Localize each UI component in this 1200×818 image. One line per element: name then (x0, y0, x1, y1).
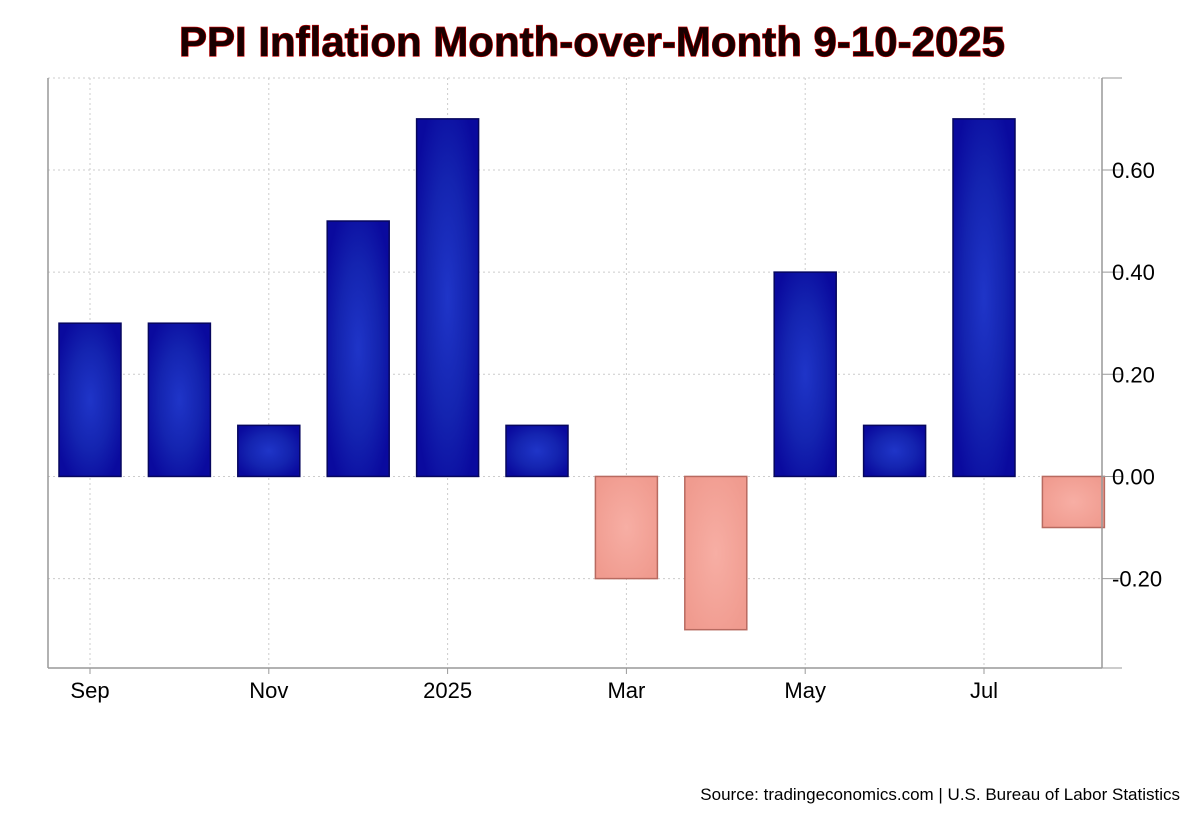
bar-dec-2024 (326, 220, 390, 478)
y-tick-label: 0.20 (1112, 362, 1155, 387)
x-tick-label: Jul (970, 678, 998, 703)
y-tick-label: -0.20 (1112, 567, 1162, 592)
bar-mar-2025 (594, 475, 659, 580)
y-tick-labels: -0.20 0.00 0.20 0.40 0.60 (1112, 158, 1162, 592)
bar-oct-2024 (147, 322, 212, 478)
bar-apr-2025 (684, 475, 748, 631)
y-tick-label: 0.40 (1112, 260, 1155, 285)
bar-aug-2025 (1041, 475, 1106, 529)
bar-jan-2025 (415, 118, 480, 478)
x-tick-label: May (784, 678, 826, 703)
chart-title: PPI Inflation Month-over-Month 9-10-2025 (179, 18, 1005, 65)
y-tick-label: 0.60 (1112, 158, 1155, 183)
x-tick-label: 2025 (423, 678, 472, 703)
source-note: Source: tradingeconomics.com | U.S. Bure… (700, 785, 1180, 804)
x-tick-label: Sep (70, 678, 109, 703)
bars-group (58, 118, 1106, 631)
bar-may-2025 (773, 271, 837, 478)
bar-sep-2024 (58, 322, 122, 478)
x-tick-label: Nov (249, 678, 288, 703)
x-tick-label: Mar (607, 678, 645, 703)
bar-jul-2025 (952, 118, 1016, 478)
y-tick-label: 0.00 (1112, 464, 1155, 489)
axes-group (47, 77, 1122, 674)
bar-feb-2025 (505, 424, 569, 478)
bar-nov-2024 (237, 424, 301, 478)
x-tick-labels: Sep Nov 2025 Mar May Jul (70, 678, 998, 703)
bar-jun-2025 (862, 424, 927, 478)
